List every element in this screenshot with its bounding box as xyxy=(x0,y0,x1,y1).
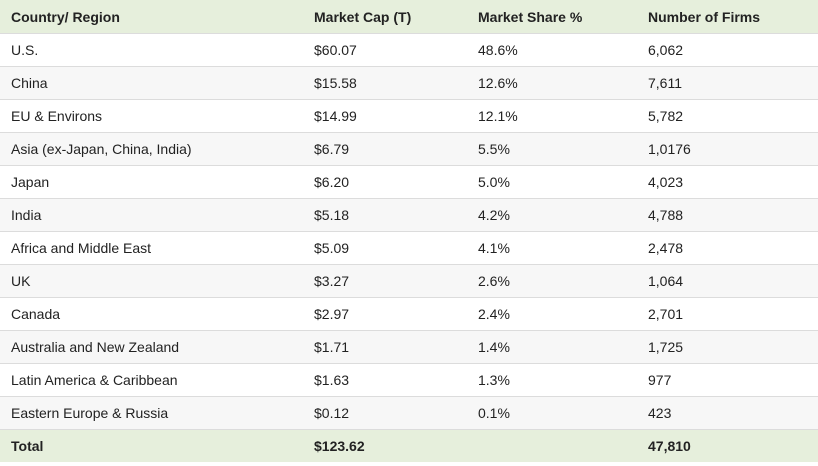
table-header: Country/ Region Market Cap (T) Market Sh… xyxy=(0,0,818,34)
table-row: Eastern Europe & Russia $0.12 0.1% 423 xyxy=(0,396,818,430)
table-row: Canada $2.97 2.4% 2,701 xyxy=(0,297,818,331)
cell-country: Canada xyxy=(0,297,303,331)
cell-market-share: 2.4% xyxy=(467,297,637,331)
total-market-cap: $123.62 xyxy=(303,429,467,462)
table-row: UK $3.27 2.6% 1,064 xyxy=(0,264,818,298)
column-header-market-cap: Market Cap (T) xyxy=(314,8,412,25)
cell-market-cap: $5.18 xyxy=(303,198,467,232)
cell-number-of-firms: 1,725 xyxy=(637,330,818,364)
table-body: U.S. $60.07 48.6% 6,062 China $15.58 12.6% 7,61… xyxy=(0,33,818,430)
table-row: Australia and New Zealand $1.71 1.4% 1,725 xyxy=(0,330,818,364)
table-footer: Total $123.62 47,810 xyxy=(0,429,818,462)
cell-market-cap: $14.99 xyxy=(303,99,467,133)
cell-market-share: 5.5% xyxy=(467,132,637,166)
cell-country: Australia and New Zealand xyxy=(0,330,303,364)
column-header-market-share: Market Share % xyxy=(478,8,583,25)
table-row: China $15.58 12.6% 7,611 xyxy=(0,66,818,100)
table-row: Africa and Middle East $5.09 4.1% 2,478 xyxy=(0,231,818,265)
cell-number-of-firms: 2,701 xyxy=(637,297,818,331)
table-row: Japan $6.20 5.0% 4,023 xyxy=(0,165,818,199)
cell-number-of-firms: 423 xyxy=(637,396,818,430)
total-market-share xyxy=(467,429,637,462)
total-number-of-firms: 47,810 xyxy=(637,429,818,462)
cell-country: Latin America & Caribbean xyxy=(0,363,303,397)
cell-market-share: 2.6% xyxy=(467,264,637,298)
cell-market-share: 12.1% xyxy=(467,99,637,133)
table-row: Asia (ex-Japan, China, India) $6.79 5.5% 1,… xyxy=(0,132,818,166)
cell-country: Asia (ex-Japan, China, India) xyxy=(0,132,303,166)
cell-country: UK xyxy=(0,264,303,298)
cell-market-share: 48.6% xyxy=(467,33,637,67)
cell-number-of-firms: 1,0176 xyxy=(637,132,818,166)
cell-number-of-firms: 4,788 xyxy=(637,198,818,232)
cell-market-cap: $0.12 xyxy=(303,396,467,430)
cell-country: Eastern Europe & Russia xyxy=(0,396,303,430)
cell-country: EU & Environs xyxy=(0,99,303,133)
table-row: EU & Environs $14.99 12.1% 5,782 xyxy=(0,99,818,133)
cell-market-cap: $60.07 xyxy=(303,33,467,67)
column-header-country: Country/ Region xyxy=(11,8,120,25)
cell-country: India xyxy=(0,198,303,232)
cell-country: Africa and Middle East xyxy=(0,231,303,265)
total-label: Total xyxy=(0,429,303,462)
cell-number-of-firms: 1,064 xyxy=(637,264,818,298)
cell-number-of-firms: 2,478 xyxy=(637,231,818,265)
cell-number-of-firms: 7,611 xyxy=(637,66,818,100)
cell-market-share: 5.0% xyxy=(467,165,637,199)
table-row: Latin America & Caribbean $1.63 1.3% 977 xyxy=(0,363,818,397)
cell-market-share: 0.1% xyxy=(467,396,637,430)
cell-market-share: 1.3% xyxy=(467,363,637,397)
cell-market-cap: $6.79 xyxy=(303,132,467,166)
cell-market-cap: $6.20 xyxy=(303,165,467,199)
header-row: Country/ Region Market Cap (T) Market Sh… xyxy=(0,0,818,34)
cell-market-share: 1.4% xyxy=(467,330,637,364)
cell-number-of-firms: 6,062 xyxy=(637,33,818,67)
column-header-number-of-firms: Number of Firms xyxy=(648,8,761,25)
cell-country: U.S. xyxy=(0,33,303,67)
cell-market-cap: $15.58 xyxy=(303,66,467,100)
cell-country: China xyxy=(0,66,303,100)
total-row: Total $123.62 47,810 xyxy=(0,429,818,462)
cell-market-cap: $5.09 xyxy=(303,231,467,265)
table-row: India $5.18 4.2% 4,788 xyxy=(0,198,818,232)
cell-market-share: 4.2% xyxy=(467,198,637,232)
cell-number-of-firms: 5,782 xyxy=(637,99,818,133)
cell-market-share: 4.1% xyxy=(467,231,637,265)
cell-number-of-firms: 977 xyxy=(637,363,818,397)
cell-country: Japan xyxy=(0,165,303,199)
cell-market-cap: $1.71 xyxy=(303,330,467,364)
cell-market-share: 12.6% xyxy=(467,66,637,100)
cell-market-cap: $1.63 xyxy=(303,363,467,397)
table-row: U.S. $60.07 48.6% 6,062 xyxy=(0,33,818,67)
cell-market-cap: $2.97 xyxy=(303,297,467,331)
cell-number-of-firms: 4,023 xyxy=(637,165,818,199)
cell-market-cap: $3.27 xyxy=(303,264,467,298)
